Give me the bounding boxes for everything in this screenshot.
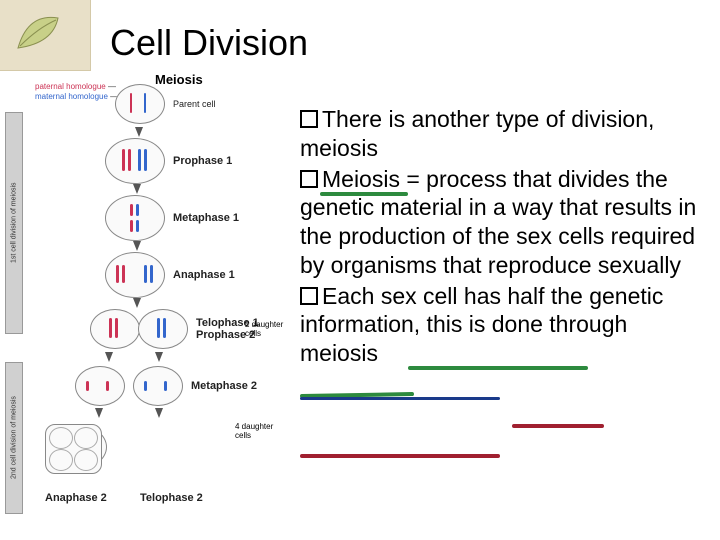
legend-maternal: maternal homologue — [35, 92, 108, 101]
arrow-icon — [95, 408, 103, 418]
bullet-2-text: Meiosis = process that divides the genet… — [300, 166, 696, 278]
rail-meiosis-2: 2nd cell division of meiosis — [5, 362, 23, 514]
bullet-1: There is another type of division, meios… — [300, 105, 710, 163]
bullet-1-text: There is another type of division, meios… — [300, 106, 654, 161]
telophase2-label: Telophase 2 — [140, 492, 203, 504]
metaphase1-label: Metaphase 1 — [173, 212, 239, 224]
arrow-icon — [133, 241, 141, 251]
stage-metaphase1: Metaphase 1 — [105, 195, 239, 241]
diagram-legend: paternal homologue — maternal homologue … — [35, 82, 118, 103]
leaf-icon — [8, 8, 68, 58]
prophase1-label: Prophase 1 — [173, 155, 232, 167]
arrow-icon — [105, 352, 113, 362]
annotation-underline — [300, 454, 500, 458]
rail-meiosis-1: 1st cell division of meiosis — [5, 112, 23, 334]
bullet-2: Meiosis = process that divides the genet… — [300, 165, 710, 280]
annotation-underline — [408, 366, 588, 370]
stage-anaphase2 — [45, 424, 107, 470]
legend-paternal: paternal homologue — [35, 82, 106, 91]
text-content: There is another type of division, meios… — [300, 105, 710, 370]
parent-cell-icon — [115, 84, 165, 124]
annotation-underline — [300, 397, 500, 400]
bullet-3: Each sex cell has half the genetic infor… — [300, 282, 710, 368]
stage-parent: Parent cell — [115, 84, 216, 124]
arrow-icon — [133, 184, 141, 194]
bullet-box-icon — [300, 170, 318, 188]
prophase1-cell-icon — [105, 138, 165, 184]
corner-decoration — [0, 0, 91, 71]
four-daughter-label: 4 daughter cells — [235, 422, 285, 440]
page-title: Cell Division — [110, 22, 308, 64]
bullet-box-icon — [300, 110, 318, 128]
stage-anaphase1: Anaphase 1 — [105, 252, 235, 298]
bullet-box-icon — [300, 287, 318, 305]
arrow-icon — [155, 352, 163, 362]
anaphase1-label: Anaphase 1 — [173, 269, 235, 281]
bullet-3-text: Each sex cell has half the genetic infor… — [300, 283, 663, 367]
metaphase2-cell-b-icon — [133, 366, 183, 406]
annotation-underline — [512, 424, 604, 428]
metaphase1-cell-icon — [105, 195, 165, 241]
arrow-icon — [135, 127, 143, 137]
telophase1-cell-b-icon — [138, 309, 188, 349]
stage-telophase1: Telophase 1 Prophase 2 — [90, 309, 259, 349]
telophase1-cell-a-icon — [90, 309, 140, 349]
parent-cell-label: Parent cell — [173, 99, 216, 109]
arrow-icon — [133, 298, 141, 308]
metaphase2-cell-a-icon — [75, 366, 125, 406]
anaphase1-cell-icon — [105, 252, 165, 298]
meiosis-diagram: Meiosis paternal homologue — maternal ho… — [5, 72, 285, 527]
anaphase2-cell-b-icon — [45, 424, 102, 474]
arrow-icon — [155, 408, 163, 418]
metaphase2-label: Metaphase 2 — [191, 380, 257, 392]
two-daughter-label: 2 daughter cells — [245, 320, 285, 338]
stage-prophase1: Prophase 1 — [105, 138, 232, 184]
stage-metaphase2: Metaphase 2 — [75, 366, 257, 406]
annotation-underline — [320, 192, 408, 196]
anaphase2-label: Anaphase 2 — [45, 492, 107, 504]
